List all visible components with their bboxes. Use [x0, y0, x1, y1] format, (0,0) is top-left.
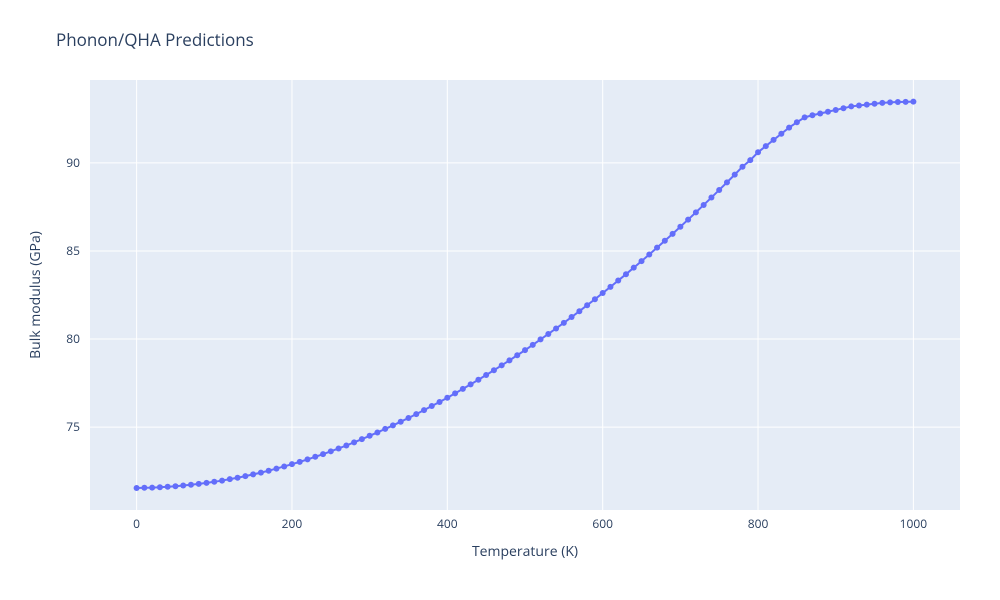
svg-text:800: 800	[748, 515, 769, 532]
svg-text:90: 90	[66, 154, 80, 171]
svg-text:400: 400	[437, 515, 458, 532]
svg-text:600: 600	[592, 515, 613, 532]
svg-text:1000: 1000	[900, 515, 928, 532]
svg-text:85: 85	[66, 242, 80, 259]
svg-text:75: 75	[66, 418, 80, 435]
svg-text:80: 80	[66, 330, 80, 347]
x-axis-title: Temperature (K)	[472, 542, 578, 561]
chart-title: Phonon/QHA Predictions	[56, 28, 254, 51]
plot-background	[90, 80, 960, 510]
plot-svg	[90, 80, 960, 510]
plot-area: 02004006008001000 75808590 Temperature (…	[90, 80, 960, 510]
chart-container: Phonon/QHA Predictions 02004006008001000…	[0, 0, 1000, 600]
svg-text:200: 200	[282, 515, 303, 532]
y-axis-title: Bulk modulus (GPa)	[26, 231, 45, 359]
svg-text:0: 0	[133, 515, 140, 532]
